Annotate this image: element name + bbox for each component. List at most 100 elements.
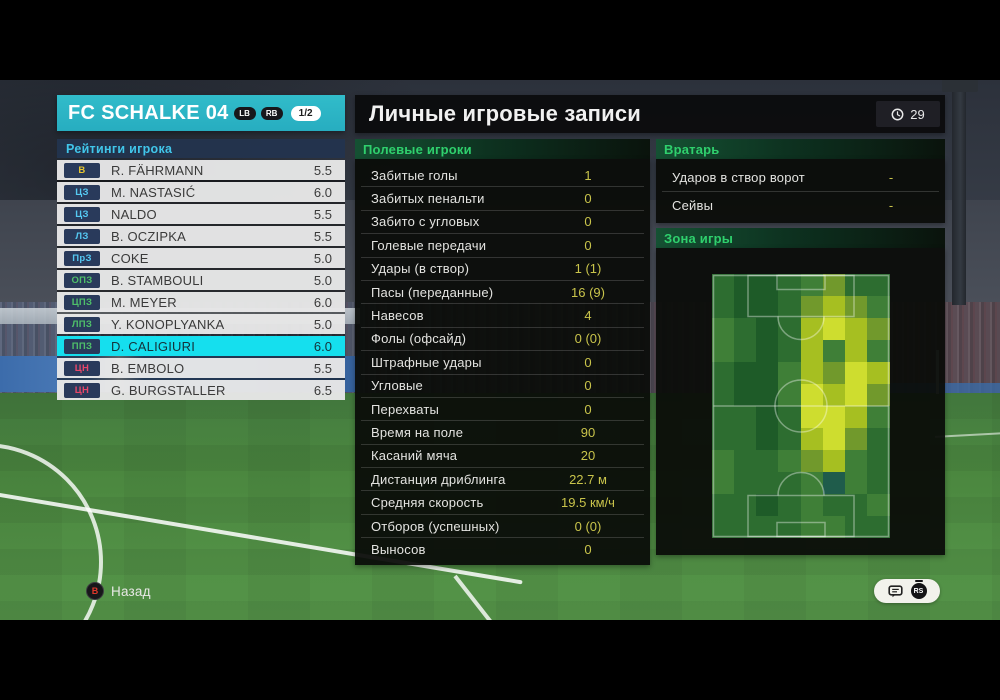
player-rating: 6.0 — [313, 338, 332, 354]
heatmap-cell — [778, 362, 801, 384]
heatmap-cell — [800, 494, 823, 516]
player-name: Y. KONOPLYANKA — [111, 316, 225, 332]
player-name: B. OCZIPKA — [111, 228, 186, 244]
position-badge: ЦЗ — [64, 206, 100, 222]
heatmap-grid — [711, 274, 890, 538]
heatmap-cell — [756, 516, 779, 538]
stat-row: Штрафные удары 0 — [361, 351, 644, 375]
heatmap-cell — [756, 296, 779, 318]
heatmap-cell — [822, 450, 845, 472]
team-header: FC SCHALKE 04 LB RB 1/2 — [57, 95, 345, 131]
field-players-header: Полевые игроки — [355, 139, 650, 159]
goalkeeper-header: Вратарь — [656, 139, 945, 159]
letterbox-top — [0, 0, 1000, 80]
heatmap-cell — [778, 406, 801, 428]
heatmap-cell — [711, 340, 734, 362]
player-name: NALDO — [111, 206, 157, 222]
back-button[interactable]: B Назад — [86, 582, 151, 600]
player-row[interactable]: ЦЗ NALDO 5.5 — [57, 204, 345, 224]
heatmap-cell — [733, 516, 756, 538]
stat-row: Перехваты 0 — [361, 398, 644, 422]
lb-button[interactable]: LB — [233, 106, 256, 120]
goalkeeper-zone-column: Вратарь Ударов в створ ворот - Сейвы - З… — [656, 139, 945, 555]
player-name: COKE — [111, 250, 149, 266]
heatmap-cell — [800, 428, 823, 450]
heatmap-cell — [867, 428, 890, 450]
player-row[interactable]: ППЗ D. CALIGIURI 6.0 — [57, 336, 345, 356]
letterbox-bottom — [0, 620, 1000, 700]
player-rating: 5.0 — [313, 250, 332, 266]
rs-stick-icon[interactable]: RS — [910, 580, 927, 599]
goalkeeper-stats: Ударов в створ ворот - Сейвы - — [656, 159, 945, 223]
heatmap-cell — [778, 296, 801, 318]
stat-row: Забитые голы 1 — [361, 164, 644, 188]
heatmap-cell — [822, 340, 845, 362]
stat-label: Пасы (переданные) — [371, 284, 494, 300]
heatmap — [711, 274, 890, 538]
heatmap-cell — [756, 318, 779, 340]
clock-value: 29 — [910, 106, 925, 122]
gamepad-b-icon: B — [86, 582, 104, 600]
heatmap-cell — [733, 296, 756, 318]
stat-row: Пасы (переданные) 16 (9) — [361, 281, 644, 305]
stat-label: Время на поле — [371, 424, 464, 440]
stat-label: Отборов (успешных) — [371, 518, 500, 534]
stat-label: Забитые голы — [371, 167, 458, 183]
heatmap-cell — [756, 274, 779, 296]
heatmap-cell — [867, 450, 890, 472]
heatmap-cell — [800, 516, 823, 538]
position-badge: В — [64, 162, 100, 178]
heatmap-cell — [756, 472, 779, 494]
player-row[interactable]: ПрЗ COKE 5.0 — [57, 248, 345, 268]
stat-row: Удары (в створ) 1 (1) — [361, 258, 644, 281]
stat-label: Касаний мяча — [371, 448, 458, 464]
player-row[interactable]: ЦПЗ M. MEYER 6.0 — [57, 292, 345, 312]
stat-value: 19.5 км/ч — [561, 495, 615, 511]
stat-label: Удары (в створ) — [371, 261, 470, 277]
field-players-panel: Полевые игроки Забитые голы 1 Забитых пе… — [355, 139, 650, 565]
position-badge: ЦПЗ — [64, 294, 100, 310]
heatmap-cell — [822, 494, 845, 516]
player-row[interactable]: ЦЗ M. NASTASIĆ 6.0 — [57, 182, 345, 202]
page-title: Личные игровые записи — [369, 101, 642, 126]
player-name: B. EMBOLO — [111, 360, 185, 376]
player-row[interactable]: ЛПЗ Y. KONOPLYANKA 5.0 — [57, 314, 345, 334]
chat-icon[interactable] — [887, 584, 903, 598]
position-badge: ОПЗ — [64, 272, 100, 288]
player-row[interactable]: ЛЗ B. OCZIPKA 5.5 — [57, 226, 345, 246]
player-name: D. CALIGIURI — [111, 338, 196, 354]
player-rating: 5.5 — [313, 206, 332, 222]
heatmap-cell — [733, 406, 756, 428]
heatmap-cell — [756, 340, 779, 362]
back-label: Назад — [111, 583, 151, 599]
match-clock: 29 — [876, 101, 940, 127]
heatmap-cell — [867, 362, 890, 384]
stat-value: 0 — [584, 378, 592, 394]
position-badge: ППЗ — [64, 338, 100, 354]
heatmap-cell — [845, 494, 868, 516]
heatmap-cell — [711, 318, 734, 340]
player-row[interactable]: ЦН B. EMBOLO 5.5 — [57, 358, 345, 378]
heatmap-cell — [733, 274, 756, 296]
heatmap-cell — [711, 384, 734, 406]
heatmap-cell — [733, 428, 756, 450]
rb-button[interactable]: RB — [260, 106, 283, 120]
player-row[interactable]: В R. FÄHRMANN 5.5 — [57, 160, 345, 180]
zone-body — [656, 248, 945, 555]
player-row[interactable]: ОПЗ B. STAMBOULI 5.0 — [57, 270, 345, 290]
player-name: G. BURGSTALLER — [111, 382, 226, 398]
stat-row: Ударов в створ ворот - — [662, 164, 939, 192]
heatmap-cell — [800, 406, 823, 428]
stat-value: 0 — [584, 401, 592, 417]
player-rating: 5.5 — [313, 228, 332, 244]
player-name: M. NASTASIĆ — [111, 184, 196, 200]
stat-value: 20 — [580, 448, 596, 464]
player-row[interactable]: ЦН G. BURGSTALLER 6.5 — [57, 380, 345, 400]
floodlight-head — [942, 80, 978, 92]
player-list: В R. FÄHRMANN 5.5 ЦЗ M. NASTASIĆ 6.0 ЦЗ … — [57, 160, 345, 400]
stat-value: 0 — [584, 541, 592, 557]
heatmap-cell — [845, 340, 868, 362]
heatmap-cell — [756, 406, 779, 428]
heatmap-cell — [733, 340, 756, 362]
stat-label: Голевые передачи — [371, 237, 487, 253]
